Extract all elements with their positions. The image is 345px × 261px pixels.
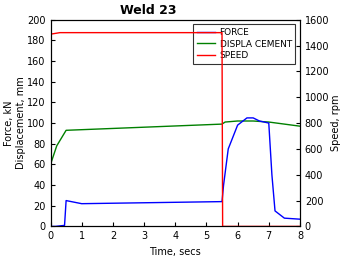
Legend: FORCE, DISPLA CEMENT, SPEED: FORCE, DISPLA CEMENT, SPEED [194, 24, 295, 64]
Y-axis label: Force, kN
Displacement, mm: Force, kN Displacement, mm [4, 77, 26, 169]
Text: Weld 23: Weld 23 [120, 4, 177, 17]
X-axis label: Time, secs: Time, secs [149, 247, 201, 257]
Y-axis label: Speed, rpm: Speed, rpm [331, 95, 341, 151]
